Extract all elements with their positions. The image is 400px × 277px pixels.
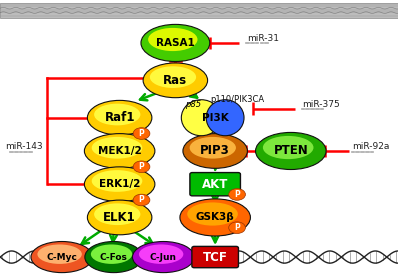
Text: miR-143: miR-143: [5, 142, 43, 151]
Ellipse shape: [206, 100, 244, 136]
Text: TCF: TCF: [203, 251, 228, 263]
Bar: [0, 3, 398, 18]
Ellipse shape: [38, 244, 82, 264]
Ellipse shape: [31, 242, 93, 273]
Ellipse shape: [94, 104, 140, 125]
Ellipse shape: [139, 244, 183, 264]
Text: PI3K: PI3K: [202, 113, 228, 123]
Text: P: P: [234, 223, 240, 232]
Ellipse shape: [190, 137, 236, 159]
Ellipse shape: [141, 24, 210, 61]
Text: miR-92a: miR-92a: [352, 142, 390, 151]
Text: RASA1: RASA1: [156, 38, 195, 48]
FancyBboxPatch shape: [190, 173, 240, 196]
Text: p110/PIK3CA: p110/PIK3CA: [210, 95, 264, 104]
Text: P: P: [139, 129, 144, 138]
Ellipse shape: [92, 137, 142, 159]
Text: Ras: Ras: [163, 74, 188, 87]
Text: P: P: [139, 196, 144, 204]
Text: Raf1: Raf1: [104, 111, 135, 124]
Ellipse shape: [91, 244, 132, 264]
FancyBboxPatch shape: [192, 247, 238, 268]
Circle shape: [229, 222, 246, 234]
Ellipse shape: [263, 136, 314, 159]
Circle shape: [133, 161, 150, 173]
Ellipse shape: [181, 100, 221, 136]
Text: P: P: [234, 190, 240, 199]
Ellipse shape: [183, 134, 248, 168]
Ellipse shape: [256, 132, 326, 170]
Text: MEK1/2: MEK1/2: [98, 146, 142, 156]
Circle shape: [229, 189, 246, 200]
Ellipse shape: [85, 242, 142, 273]
Text: miR-31: miR-31: [247, 34, 279, 43]
Text: AKT: AKT: [202, 178, 228, 191]
Ellipse shape: [187, 202, 238, 225]
Text: PIP3: PIP3: [200, 145, 230, 157]
Text: PTEN: PTEN: [274, 145, 308, 157]
Ellipse shape: [87, 100, 152, 135]
Ellipse shape: [84, 167, 155, 202]
Text: GSK3β: GSK3β: [196, 212, 234, 222]
Ellipse shape: [92, 170, 142, 192]
Text: ELK1: ELK1: [103, 211, 136, 224]
Ellipse shape: [150, 66, 196, 88]
Ellipse shape: [84, 134, 155, 168]
Ellipse shape: [148, 28, 198, 51]
Text: C-Jun: C-Jun: [150, 253, 177, 261]
Ellipse shape: [143, 63, 208, 98]
Text: C-Fos: C-Fos: [100, 253, 128, 261]
Ellipse shape: [94, 203, 140, 225]
Ellipse shape: [132, 242, 194, 273]
Text: p85: p85: [185, 100, 201, 109]
Text: ERK1/2: ERK1/2: [99, 179, 140, 189]
Circle shape: [133, 194, 150, 206]
Ellipse shape: [180, 199, 250, 236]
Text: C-Myc: C-Myc: [46, 253, 77, 261]
Ellipse shape: [87, 200, 152, 235]
Text: P: P: [139, 162, 144, 171]
Text: miR-375: miR-375: [302, 100, 340, 109]
Circle shape: [133, 128, 150, 139]
